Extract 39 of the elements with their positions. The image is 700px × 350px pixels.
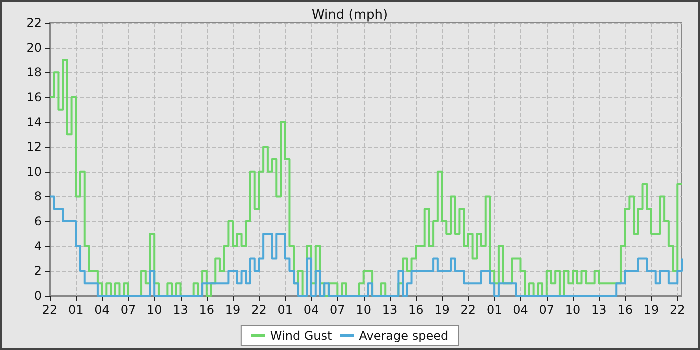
y-tick-label: 16 <box>26 90 42 104</box>
x-tick-label: 19 <box>644 303 660 317</box>
x-tick-label: 01 <box>278 303 294 317</box>
x-tick-label: 07 <box>330 303 346 317</box>
x-tick-label: 10 <box>356 303 372 317</box>
x-tick-label: 13 <box>173 303 188 317</box>
y-tick-label: 14 <box>26 115 42 130</box>
x-tick-label: 10 <box>565 303 581 317</box>
x-tick-label: 16 <box>199 303 215 317</box>
x-tick-label: 19 <box>434 303 450 317</box>
x-tick-label: 13 <box>382 303 398 317</box>
y-tick-label: 18 <box>26 66 42 80</box>
x-tick-label: 22 <box>670 303 686 317</box>
y-tick-label: 6 <box>34 214 42 229</box>
x-tick-label: 04 <box>304 303 320 317</box>
legend-label: Average speed <box>359 329 449 343</box>
y-tick-label: 20 <box>26 40 42 55</box>
y-tick-label: 12 <box>26 140 42 154</box>
x-tick-label: 16 <box>618 303 633 317</box>
chart-title: Wind (mph) <box>312 8 388 23</box>
y-tick-label: 8 <box>34 190 42 204</box>
y-tick-label: 2 <box>34 264 42 278</box>
x-tick-label: 04 <box>94 303 110 317</box>
x-tick-label: 07 <box>120 303 136 317</box>
x-tick-label: 01 <box>68 303 84 317</box>
y-tick-label: 22 <box>26 16 42 30</box>
legend-label: Wind Gust <box>270 329 333 343</box>
x-tick-label: 10 <box>146 303 162 317</box>
x-tick-label: 07 <box>539 303 555 317</box>
x-tick-label: 04 <box>513 303 528 317</box>
x-tick-label: 19 <box>225 303 241 317</box>
x-tick-label: 01 <box>486 303 502 317</box>
x-tick-label: 16 <box>408 303 424 317</box>
x-tick-label: 13 <box>592 303 607 317</box>
y-tick-label: 0 <box>34 289 42 303</box>
y-tick-label: 4 <box>34 239 42 254</box>
x-tick-label: 22 <box>460 303 476 317</box>
y-tick-label: 10 <box>26 164 42 179</box>
x-tick-label: 22 <box>252 303 267 317</box>
